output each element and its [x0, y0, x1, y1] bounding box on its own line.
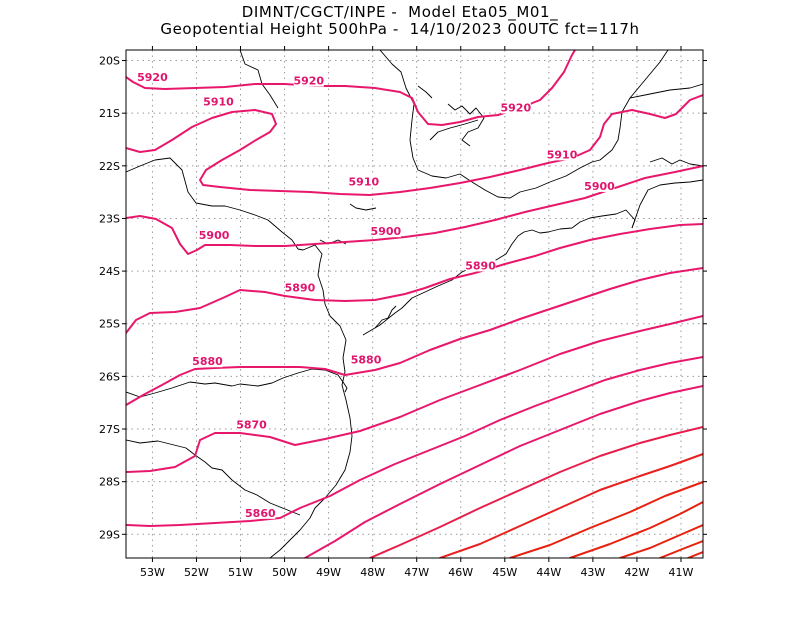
lat-tick-label: 22S — [99, 160, 120, 173]
contour-label: 5880 — [192, 355, 223, 368]
lon-tick-label: 53W — [140, 566, 165, 579]
contour-label-bg — [137, 70, 168, 83]
graticule — [126, 50, 703, 558]
lat-tick-label: 26S — [99, 370, 120, 383]
lat-tick-label: 27S — [99, 423, 120, 436]
lat-tick-label: 25S — [99, 318, 120, 331]
lat-tick-label: 29S — [99, 528, 120, 541]
lat-tick-label: 20S — [99, 55, 120, 68]
axis-ticks: 53W 52W 51W 50W 49W 48W 47W 46W 45W 44W 43W 42W 41W 2… — [99, 46, 707, 579]
contour-label-bg — [500, 101, 531, 114]
lon-tick-label: 46W — [448, 566, 473, 579]
contour-label-bg — [465, 259, 496, 272]
lon-tick-label: 49W — [316, 566, 341, 579]
contour-label: 5910 — [349, 176, 380, 189]
contour-label: 5900 — [371, 225, 402, 238]
lat-tick-label: 28S — [99, 476, 120, 489]
plot-frame — [125, 49, 704, 559]
lon-tick-label: 47W — [404, 566, 429, 579]
contour-label-bg — [192, 355, 223, 368]
contour-label: 5880 — [351, 354, 382, 367]
contour-label-bg — [245, 506, 276, 519]
contour-label-bg — [351, 353, 382, 366]
contour-label: 5920 — [500, 101, 531, 114]
contour-label: 5900 — [584, 180, 615, 193]
contour-label: 5900 — [199, 229, 230, 242]
lon-tick-label: 42W — [624, 566, 649, 579]
lat-tick-label: 21S — [99, 107, 120, 120]
geopotential-contours — [126, 50, 703, 558]
lon-tick-label: 48W — [360, 566, 385, 579]
map-title: DIMNT/CGCT/INPE - Model Eta05_M01_ Geopo… — [0, 4, 800, 38]
lon-tick-label: 43W — [580, 566, 605, 579]
contour-label-bg — [584, 179, 615, 192]
contour-label: 5910 — [203, 96, 234, 109]
contour-label-bg — [199, 228, 230, 241]
lon-tick-label: 41W — [669, 566, 694, 579]
contour-label-bg — [348, 175, 379, 188]
contour-label-bg — [203, 95, 234, 108]
lat-tick-label: 23S — [99, 212, 120, 225]
coastline-and-borders — [126, 50, 703, 558]
lon-tick-label: 52W — [184, 566, 209, 579]
contour-label-bg — [284, 281, 315, 294]
contour-label: 5860 — [245, 507, 276, 520]
contour-label: 5890 — [285, 282, 316, 295]
lon-tick-label: 51W — [228, 566, 253, 579]
contour-label-bg — [293, 74, 324, 87]
contour-label: 5920 — [137, 71, 168, 84]
contour-label-bg — [547, 148, 578, 161]
contour-labels: 5920 5920 5920 5910 5910 5910 5900 5900 5900 5890… — [137, 70, 615, 520]
title-line-2: Geopotential Height 500hPa - 14/10/2023 … — [160, 20, 640, 38]
contour-label: 5870 — [236, 418, 267, 431]
contour-label: 5890 — [465, 259, 496, 272]
lon-tick-label: 44W — [536, 566, 561, 579]
lon-tick-label: 45W — [492, 566, 517, 579]
contour-label: 5910 — [547, 148, 578, 161]
title-line-1: DIMNT/CGCT/INPE - Model Eta05_M01_ — [241, 3, 559, 21]
contour-label-bg — [370, 225, 401, 238]
contour-label-bg — [236, 418, 267, 431]
contour-label: 5920 — [293, 75, 324, 88]
lat-tick-label: 24S — [99, 265, 120, 278]
lon-tick-label: 50W — [272, 566, 297, 579]
